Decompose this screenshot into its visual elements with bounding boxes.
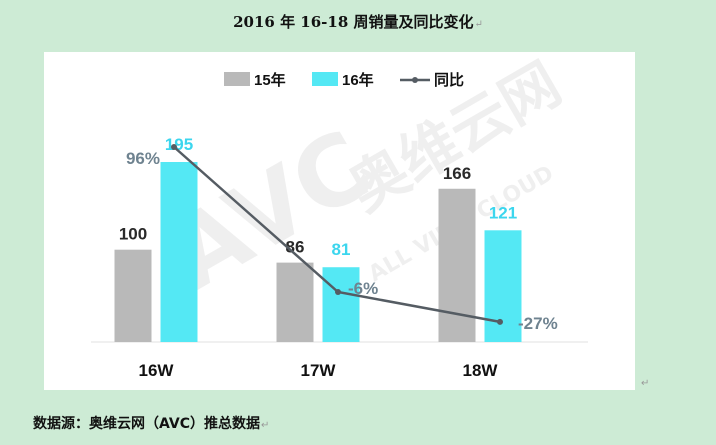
bar-15年-17W: [276, 262, 314, 342]
x-tick-label-18W: 18W: [463, 361, 499, 380]
bar-16年-18W: [484, 230, 522, 342]
line-point-17W: [335, 289, 341, 295]
paragraph-mark-icon: ↵: [474, 19, 483, 30]
line-point-18W: [497, 318, 503, 325]
legend-label-同比: 同比: [434, 71, 464, 89]
legend-label-16年: 16年: [342, 71, 374, 89]
bar-15年-18W: [438, 188, 476, 342]
x-tick-label-16W: 16W: [139, 361, 175, 380]
bars-layer: 100 195 86 81 166 121: [114, 135, 522, 342]
data-label-16年-18W: 121: [489, 203, 517, 222]
legend-swatch-16年: [312, 72, 338, 86]
line-label-18W: -27%: [518, 314, 558, 333]
legend-marker-同比: [412, 77, 418, 83]
bar-16年-17W: [322, 267, 360, 342]
legend: 15年 16年 同比: [224, 71, 464, 89]
document-title-text: 2016 年 16-18 周销量及同比变化: [233, 13, 474, 31]
legend-label-15年: 15年: [254, 71, 286, 89]
x-tick-label-17W: 17W: [301, 361, 337, 380]
data-label-16年-16W: 195: [165, 135, 193, 154]
data-label-15年-16W: 100: [119, 225, 147, 244]
bar-15年-16W: [114, 249, 152, 342]
paragraph-mark-icon: ↵: [641, 378, 650, 389]
data-label-15年-18W: 166: [443, 164, 471, 183]
data-label-15年-17W: 86: [286, 238, 305, 257]
line-point-16W: [171, 144, 177, 150]
legend-swatch-15年: [224, 72, 250, 86]
source-note: 数据源：奥维云网（AVC）推总数据↵: [33, 413, 269, 433]
source-note-text: 数据源：奥维云网（AVC）推总数据: [33, 416, 260, 432]
bar-16年-16W: [160, 162, 198, 342]
line-layer: 96% -6% -27%: [126, 144, 558, 333]
line-label-17W: -6%: [348, 279, 378, 298]
document-title: 2016 年 16-18 周销量及同比变化↵: [0, 11, 716, 32]
paragraph-mark-icon: ↵: [261, 420, 270, 431]
data-label-16年-17W: 81: [332, 240, 351, 259]
line-label-16W: 96%: [126, 149, 160, 168]
category-labels: 16W 17W 18W: [139, 361, 499, 380]
